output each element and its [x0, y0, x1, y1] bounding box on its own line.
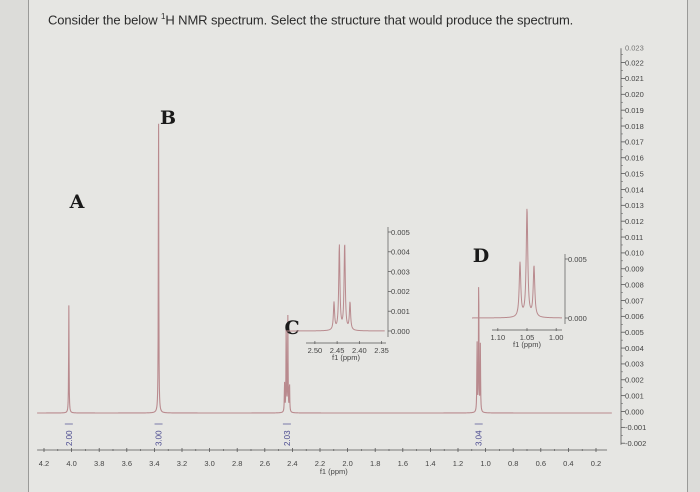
x-tick-label: 3.8: [94, 459, 104, 468]
y-tick-label: 0.021: [625, 74, 644, 83]
inset-y-tick-label: 0.005: [391, 228, 410, 237]
y-tick-label: 0.009: [625, 265, 644, 274]
x-tick-label: 0.8: [508, 459, 518, 468]
x-tick-label: 2.6: [260, 459, 270, 468]
inset-y-tick-label: 0.001: [391, 307, 410, 316]
y-tick-label: 0.005: [625, 328, 644, 337]
x-tick-label: 4.2: [39, 459, 49, 468]
y-tick-label: 0.010: [625, 249, 644, 258]
integration-value: 2.00: [65, 430, 74, 446]
y-tick-label: 0.017: [625, 138, 644, 147]
inset-peak-d: 1.10 1.05 1.00 f1 (ppm) 0.005 0.000: [472, 208, 587, 349]
inset-y-tick-label: 0.000: [568, 314, 587, 323]
question-page: [28, 0, 688, 492]
y-tick-label: 0.004: [625, 344, 644, 353]
inset-y-tick-label: 0.003: [391, 267, 410, 276]
x-tick-label: 2.8: [232, 459, 242, 468]
x-tick-label: 1.6: [398, 459, 408, 468]
y-tick-label: -0.001: [625, 423, 646, 432]
inset-x-axis-label: f1 (ppm): [513, 340, 541, 349]
y-tick-label: 0.014: [625, 185, 644, 194]
integration-value: 2.03: [283, 430, 292, 446]
y-tick-label: 0.012: [625, 217, 644, 226]
spectrum-trace: [37, 123, 612, 414]
y-tick-label: 0.007: [625, 296, 644, 305]
y-tick-label: 0.006: [625, 312, 644, 321]
y-tick-label: 0.000: [625, 407, 644, 416]
y-tick-label: 0.016: [625, 154, 644, 163]
x-tick-label: 0.6: [536, 459, 546, 468]
y-tick-label: 0.003: [625, 360, 644, 369]
inset-x-tick-label: 2.40: [352, 346, 367, 355]
inset-peak-c: 2.50 2.45 2.40 2.35 f1 (ppm) 0.005 0.004 0.003 0…: [286, 227, 410, 362]
peak-label-b: B: [160, 107, 176, 129]
integration-labels: 2.00 3.00 2.03 3.04: [64, 423, 484, 446]
x-tick-label: 2.4: [287, 459, 297, 468]
y-tick-label: 0.015: [625, 169, 644, 178]
x-tick-label: 3.0: [204, 459, 214, 468]
x-tick-label: 1.4: [425, 459, 435, 468]
x-tick-label: 1.2: [453, 459, 463, 468]
peak-label-d: D: [473, 245, 489, 267]
question-text: Consider the below 1H NMR spectrum. Sele…: [48, 12, 574, 28]
superscript-1: 1: [161, 12, 166, 21]
y-tick-label: 0.001: [625, 391, 644, 400]
x-tick-label: 3.4: [149, 459, 159, 468]
x-tick-label: 3.2: [177, 459, 187, 468]
x-tick-label: 2.2: [315, 459, 325, 468]
inset-y-tick-label: 0.004: [391, 248, 410, 257]
x-tick-label: 0.4: [563, 459, 573, 468]
y-tick-label: 0.022: [625, 58, 644, 67]
inset-x-tick-label: 1.05: [520, 333, 535, 342]
x-tick-label: 1.8: [370, 459, 380, 468]
y-tick-label: 0.018: [625, 122, 644, 131]
x-axis-label: f1 (ppm): [320, 467, 348, 476]
x-tick-label: 1.0: [480, 459, 490, 468]
y-tick-label: 0.013: [625, 201, 644, 210]
peak-label-c: C: [284, 317, 299, 339]
inset-y-tick-label: 0.000: [391, 327, 410, 336]
x-tick-label: 4.0: [66, 459, 76, 468]
x-tick-label: 3.6: [122, 459, 132, 468]
x-axis: 4.2 4.0 3.8 3.6 3.4 3.2 3.0 2.8 2.6 2.4 2.2 2.0 1.8 1…: [37, 448, 608, 476]
inset-x-tick-label: 2.45: [330, 346, 345, 355]
y-tick-label: 0.011: [625, 233, 643, 242]
inset-y-tick-label: 0.002: [391, 287, 410, 296]
inset-x-axis-label: f1 (ppm): [332, 353, 360, 362]
peak-label-a: A: [69, 191, 85, 213]
y-axis: 0.022 0.021 0.020 0.019 0.018 0.017 0.016 0.015…: [620, 43, 646, 448]
integration-value: 3.04: [475, 430, 484, 446]
inset-x-tick-label: 1.10: [491, 333, 506, 342]
inset-x-tick-label: 2.50: [308, 346, 323, 355]
inset-x-tick-label: 2.35: [374, 346, 389, 355]
integration-value: 3.00: [155, 430, 164, 446]
y-tick-label: -0.002: [625, 439, 646, 448]
x-tick-label: 2.0: [342, 459, 352, 468]
inset-y-tick-label: 0.005: [568, 255, 587, 264]
y-tick-label-partial: 0.023: [625, 43, 644, 52]
y-tick-label: 0.019: [625, 106, 644, 115]
inset-x-tick-label: 1.00: [549, 333, 564, 342]
peak-labels: A B C D: [69, 107, 490, 339]
y-tick-label: 0.020: [625, 90, 644, 99]
x-tick-label: 0.2: [591, 459, 601, 468]
y-tick-label: 0.008: [625, 280, 644, 289]
y-tick-label: 0.002: [625, 376, 644, 385]
